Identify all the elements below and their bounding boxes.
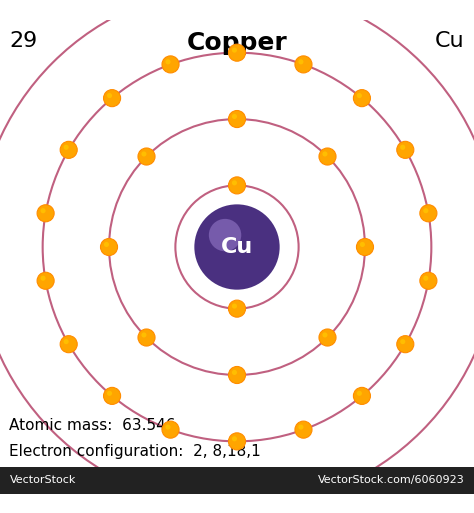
Circle shape: [298, 425, 303, 430]
Circle shape: [162, 421, 179, 438]
Circle shape: [228, 110, 246, 128]
Text: Electron configuration:  2, 8,18,1: Electron configuration: 2, 8,18,1: [9, 444, 261, 459]
Circle shape: [295, 56, 312, 73]
Circle shape: [232, 48, 237, 53]
Circle shape: [397, 141, 414, 159]
Circle shape: [319, 148, 336, 165]
Circle shape: [162, 56, 179, 73]
Circle shape: [322, 332, 328, 338]
Circle shape: [423, 275, 428, 281]
Circle shape: [228, 366, 246, 384]
Circle shape: [165, 425, 171, 430]
Text: 29: 29: [9, 31, 38, 51]
Circle shape: [100, 239, 118, 255]
Circle shape: [141, 151, 146, 156]
Circle shape: [64, 145, 69, 150]
Text: Atomic mass:  63.546: Atomic mass: 63.546: [9, 418, 176, 432]
Circle shape: [232, 180, 237, 185]
Circle shape: [228, 177, 246, 194]
Circle shape: [232, 304, 237, 309]
Circle shape: [60, 336, 77, 353]
Circle shape: [165, 60, 171, 65]
Circle shape: [141, 332, 146, 338]
Circle shape: [420, 272, 437, 289]
Circle shape: [37, 205, 54, 222]
Circle shape: [232, 370, 237, 375]
Circle shape: [357, 391, 362, 396]
Circle shape: [228, 44, 246, 61]
Circle shape: [354, 90, 371, 107]
Circle shape: [400, 145, 405, 150]
Text: Cu: Cu: [435, 31, 465, 51]
Circle shape: [64, 339, 69, 344]
Circle shape: [423, 208, 428, 213]
Circle shape: [420, 205, 437, 222]
Circle shape: [295, 421, 312, 438]
Circle shape: [60, 141, 77, 159]
Text: VectorStock.com/6060923: VectorStock.com/6060923: [318, 476, 465, 485]
Circle shape: [103, 387, 120, 404]
Circle shape: [400, 339, 405, 344]
Circle shape: [232, 436, 237, 441]
Circle shape: [228, 433, 246, 450]
Circle shape: [103, 90, 120, 107]
Circle shape: [354, 387, 371, 404]
Circle shape: [194, 204, 280, 290]
Circle shape: [232, 114, 237, 119]
Circle shape: [104, 242, 109, 247]
Circle shape: [107, 93, 112, 98]
Text: Copper: Copper: [187, 31, 287, 55]
Circle shape: [298, 60, 303, 65]
Circle shape: [138, 148, 155, 165]
Text: Cu: Cu: [221, 237, 253, 257]
Circle shape: [319, 329, 336, 346]
Circle shape: [360, 242, 365, 247]
Circle shape: [356, 239, 374, 255]
Circle shape: [357, 93, 362, 98]
Circle shape: [40, 208, 46, 213]
Circle shape: [138, 329, 155, 346]
Circle shape: [322, 151, 328, 156]
Circle shape: [397, 336, 414, 353]
Text: VectorStock: VectorStock: [9, 476, 76, 485]
Circle shape: [40, 275, 46, 281]
Circle shape: [209, 219, 241, 251]
Bar: [0, 467, 474, 494]
Circle shape: [107, 391, 112, 396]
Circle shape: [228, 300, 246, 317]
Circle shape: [37, 272, 54, 289]
